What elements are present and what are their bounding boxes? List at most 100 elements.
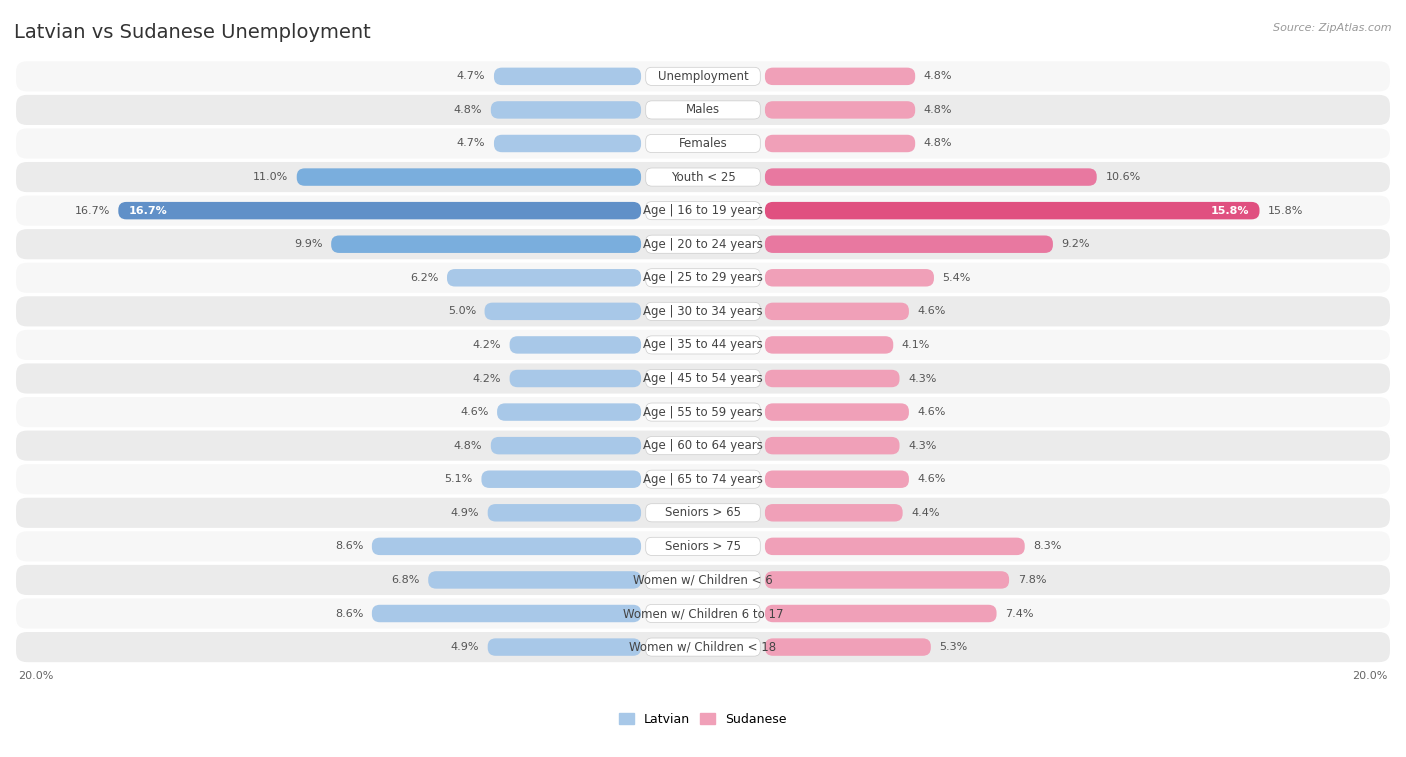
- Text: Unemployment: Unemployment: [658, 70, 748, 83]
- FancyBboxPatch shape: [509, 369, 641, 388]
- FancyBboxPatch shape: [645, 437, 761, 455]
- FancyBboxPatch shape: [645, 235, 761, 254]
- Text: 4.3%: 4.3%: [908, 441, 936, 450]
- Text: 7.8%: 7.8%: [1018, 575, 1046, 585]
- FancyBboxPatch shape: [765, 67, 915, 85]
- Text: Females: Females: [679, 137, 727, 150]
- FancyBboxPatch shape: [645, 537, 761, 556]
- Text: Women w/ Children < 18: Women w/ Children < 18: [630, 640, 776, 653]
- FancyBboxPatch shape: [645, 135, 761, 153]
- FancyBboxPatch shape: [297, 168, 641, 185]
- Text: Women w/ Children < 6: Women w/ Children < 6: [633, 574, 773, 587]
- FancyBboxPatch shape: [765, 572, 1010, 589]
- FancyBboxPatch shape: [498, 403, 641, 421]
- FancyBboxPatch shape: [765, 638, 931, 656]
- Text: 4.8%: 4.8%: [924, 105, 952, 115]
- FancyBboxPatch shape: [494, 67, 641, 85]
- Text: 4.7%: 4.7%: [457, 139, 485, 148]
- FancyBboxPatch shape: [15, 530, 1391, 562]
- Text: 4.9%: 4.9%: [450, 642, 479, 652]
- FancyBboxPatch shape: [488, 638, 641, 656]
- Text: Seniors > 75: Seniors > 75: [665, 540, 741, 553]
- Text: 4.6%: 4.6%: [918, 407, 946, 417]
- FancyBboxPatch shape: [15, 463, 1391, 495]
- FancyBboxPatch shape: [485, 303, 641, 320]
- Text: Women w/ Children 6 to 17: Women w/ Children 6 to 17: [623, 607, 783, 620]
- Text: 4.8%: 4.8%: [454, 441, 482, 450]
- FancyBboxPatch shape: [15, 61, 1391, 92]
- Text: 4.6%: 4.6%: [460, 407, 488, 417]
- FancyBboxPatch shape: [765, 504, 903, 522]
- FancyBboxPatch shape: [15, 597, 1391, 630]
- FancyBboxPatch shape: [447, 269, 641, 286]
- FancyBboxPatch shape: [491, 101, 641, 119]
- FancyBboxPatch shape: [15, 396, 1391, 428]
- Text: 5.0%: 5.0%: [447, 307, 477, 316]
- Text: Age | 16 to 19 years: Age | 16 to 19 years: [643, 204, 763, 217]
- Text: Age | 30 to 34 years: Age | 30 to 34 years: [643, 305, 763, 318]
- FancyBboxPatch shape: [15, 429, 1391, 462]
- Text: 16.7%: 16.7%: [75, 206, 110, 216]
- Text: 5.1%: 5.1%: [444, 474, 472, 484]
- Text: 20.0%: 20.0%: [1353, 671, 1388, 681]
- FancyBboxPatch shape: [645, 336, 761, 354]
- Text: Age | 60 to 64 years: Age | 60 to 64 years: [643, 439, 763, 452]
- Text: Youth < 25: Youth < 25: [671, 170, 735, 183]
- Text: Age | 65 to 74 years: Age | 65 to 74 years: [643, 472, 763, 486]
- FancyBboxPatch shape: [645, 369, 761, 388]
- FancyBboxPatch shape: [332, 235, 641, 253]
- Text: Source: ZipAtlas.com: Source: ZipAtlas.com: [1274, 23, 1392, 33]
- FancyBboxPatch shape: [645, 302, 761, 320]
- Text: Seniors > 65: Seniors > 65: [665, 506, 741, 519]
- FancyBboxPatch shape: [371, 605, 641, 622]
- FancyBboxPatch shape: [645, 403, 761, 421]
- Text: 11.0%: 11.0%: [253, 172, 288, 182]
- FancyBboxPatch shape: [481, 471, 641, 488]
- Text: 15.8%: 15.8%: [1211, 206, 1249, 216]
- FancyBboxPatch shape: [765, 168, 1097, 185]
- Text: 6.2%: 6.2%: [411, 273, 439, 283]
- FancyBboxPatch shape: [371, 537, 641, 555]
- FancyBboxPatch shape: [509, 336, 641, 354]
- FancyBboxPatch shape: [765, 336, 893, 354]
- FancyBboxPatch shape: [488, 504, 641, 522]
- FancyBboxPatch shape: [765, 135, 915, 152]
- FancyBboxPatch shape: [429, 572, 641, 589]
- Text: 4.6%: 4.6%: [918, 474, 946, 484]
- Text: Males: Males: [686, 104, 720, 117]
- Text: 4.2%: 4.2%: [472, 373, 501, 384]
- FancyBboxPatch shape: [765, 369, 900, 388]
- FancyBboxPatch shape: [15, 94, 1391, 126]
- Text: 15.8%: 15.8%: [1268, 206, 1303, 216]
- FancyBboxPatch shape: [645, 470, 761, 488]
- Text: 7.4%: 7.4%: [1005, 609, 1033, 618]
- FancyBboxPatch shape: [118, 202, 641, 220]
- FancyBboxPatch shape: [15, 631, 1391, 663]
- Text: Age | 45 to 54 years: Age | 45 to 54 years: [643, 372, 763, 385]
- FancyBboxPatch shape: [645, 67, 761, 86]
- Text: Latvian vs Sudanese Unemployment: Latvian vs Sudanese Unemployment: [14, 23, 371, 42]
- Text: 4.6%: 4.6%: [918, 307, 946, 316]
- Text: 9.9%: 9.9%: [294, 239, 322, 249]
- FancyBboxPatch shape: [645, 168, 761, 186]
- Legend: Latvian, Sudanese: Latvian, Sudanese: [614, 708, 792, 731]
- FancyBboxPatch shape: [765, 303, 908, 320]
- Text: 8.6%: 8.6%: [335, 541, 363, 551]
- Text: 9.2%: 9.2%: [1062, 239, 1090, 249]
- FancyBboxPatch shape: [765, 101, 915, 119]
- FancyBboxPatch shape: [765, 202, 1260, 220]
- Text: 4.8%: 4.8%: [924, 139, 952, 148]
- FancyBboxPatch shape: [645, 571, 761, 589]
- Text: 4.2%: 4.2%: [472, 340, 501, 350]
- Text: 6.8%: 6.8%: [391, 575, 419, 585]
- Text: 4.4%: 4.4%: [911, 508, 939, 518]
- FancyBboxPatch shape: [645, 638, 761, 656]
- FancyBboxPatch shape: [15, 564, 1391, 596]
- Text: 4.8%: 4.8%: [924, 71, 952, 81]
- FancyBboxPatch shape: [765, 235, 1053, 253]
- FancyBboxPatch shape: [645, 503, 761, 522]
- FancyBboxPatch shape: [15, 329, 1391, 361]
- Text: 20.0%: 20.0%: [18, 671, 53, 681]
- Text: 8.3%: 8.3%: [1033, 541, 1062, 551]
- FancyBboxPatch shape: [645, 201, 761, 220]
